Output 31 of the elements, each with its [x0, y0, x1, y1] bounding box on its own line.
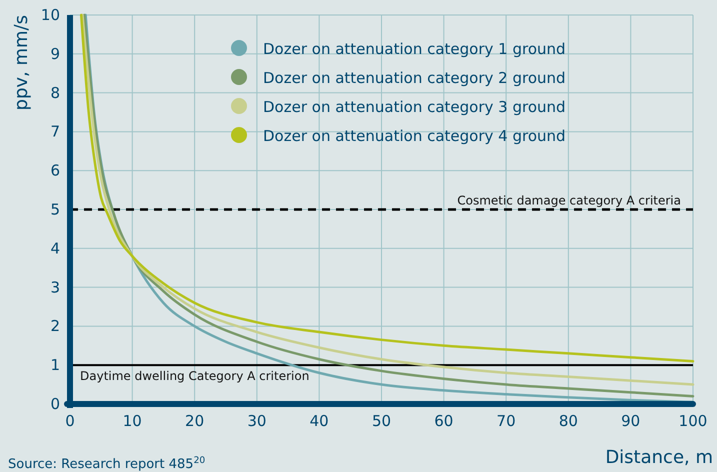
y-tick-label: 8 [50, 84, 60, 102]
legend-label: Dozer on attenuation category 3 ground [263, 98, 566, 116]
legend-label: Dozer on attenuation category 4 ground [263, 127, 566, 145]
legend-label: Dozer on attenuation category 2 ground [263, 69, 566, 87]
y-tick-label: 1 [50, 356, 60, 374]
y-tick-label: 2 [50, 317, 60, 336]
y-tick-label: 3 [50, 278, 60, 296]
x-tick-label: 90 [621, 412, 640, 430]
x-tick-label: 20 [185, 412, 204, 430]
y-tick-label: 5 [50, 200, 60, 218]
x-tick-label: 70 [496, 412, 516, 430]
ref-line-label: Cosmetic damage category A criteria [457, 194, 681, 208]
x-axis-title: Distance, m [605, 447, 713, 468]
source-note: Source: Research report 485$^{20}$ [8, 456, 206, 472]
x-tick-label: 60 [434, 412, 454, 430]
x-tick-label: 30 [247, 412, 266, 430]
y-tick-label: 9 [50, 44, 60, 63]
x-tick-label: 10 [122, 412, 142, 430]
y-tick-label: 6 [50, 162, 60, 180]
x-tick-label: 0 [65, 412, 75, 430]
x-tick-label: 80 [558, 412, 578, 430]
ref-line-label: Daytime dwelling Category A criterion [80, 369, 310, 384]
x-tick-label: 40 [310, 412, 329, 430]
y-tick-label: 7 [50, 122, 60, 141]
y-tick-label: 4 [50, 239, 60, 258]
legend-label: Dozer on attenuation category 1 ground [263, 40, 566, 58]
y-axis-title: ppv, mm/s [11, 15, 32, 110]
y-tick-label: 10 [40, 6, 60, 24]
x-tick-label: 100 [678, 412, 708, 430]
y-tick-label: 0 [50, 395, 60, 413]
x-tick-label: 50 [372, 412, 392, 430]
